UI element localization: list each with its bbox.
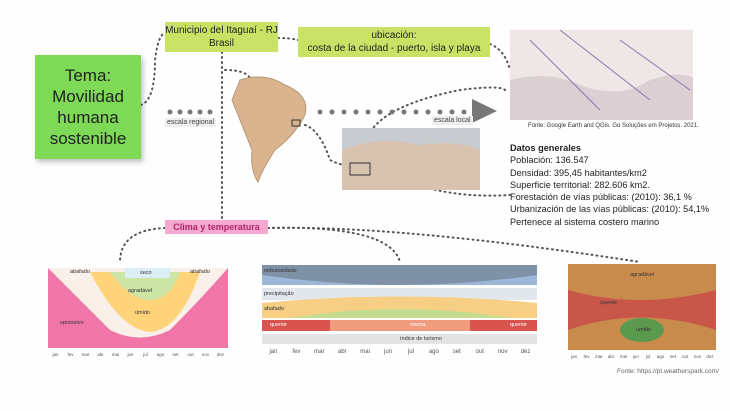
chart-thumb-1	[48, 268, 228, 348]
scale-local: escala local	[432, 116, 473, 125]
month-label: dez	[216, 352, 225, 357]
month-label: set	[452, 349, 461, 355]
month-label: nov	[693, 354, 702, 359]
month-label: mai	[360, 349, 370, 355]
month-label: jul	[407, 349, 414, 355]
general-data-item: Densidad: 395,45 habitantes/km2	[510, 167, 647, 178]
month-label: set	[172, 352, 179, 357]
chart-thumb-label: quente	[510, 322, 527, 328]
month-label: abr	[607, 354, 615, 359]
month-label: nov	[201, 352, 210, 357]
month-label: mai	[111, 352, 120, 357]
month-label: jun	[384, 349, 393, 355]
chart-thumb-3	[568, 264, 716, 350]
chart-thumb-label: nebulosidade	[264, 268, 297, 274]
general-data-item: Urbanización de las vías públicas: (2010…	[510, 204, 710, 215]
month-label: fev	[292, 349, 301, 355]
theme-note: Tema: Movilidad humana sostenible	[35, 55, 141, 159]
month-label: ago	[428, 349, 439, 355]
chart-thumb-label: agradável	[630, 272, 655, 278]
month-label: dez	[520, 349, 531, 355]
month-label: out	[475, 349, 484, 355]
month-label: abr	[337, 349, 347, 355]
map-local	[342, 128, 480, 190]
month-label: dez	[706, 354, 714, 359]
month-label: mai	[619, 354, 628, 359]
chart-thumb-label: precipitação	[264, 291, 294, 297]
chart-thumb-label: úmido	[135, 310, 150, 316]
climate-source: Fonte: https://pt.weatherspark.com/	[617, 368, 719, 375]
chart-thumb-label: índice de turismo	[400, 336, 442, 342]
month-label: jun	[127, 352, 134, 357]
location-label: Municipio del Itaguaí - RJ Brasil	[165, 22, 278, 52]
big-arrow	[167, 99, 497, 123]
chart-thumb-label: quente	[600, 300, 617, 306]
month-label: jul	[645, 354, 651, 359]
month-label: jun	[632, 354, 639, 359]
month-label: nov	[497, 349, 508, 355]
general-data-item: Pertenece al sistema costero marino	[510, 216, 660, 227]
chart-thumb-label: abafado	[264, 306, 284, 312]
month-label: ago	[156, 352, 165, 357]
map-source: Fonte: Google Earth and QGis. Go Soluçõe…	[528, 123, 699, 129]
general-data: Datos generales Población: 136.547 Densid…	[510, 142, 709, 228]
chart-thumb-label: quente	[270, 322, 287, 328]
general-data-item: Población: 136.547	[510, 155, 589, 166]
general-data-item: Superficie territorial: 282.606 km2.	[510, 179, 650, 190]
ubicacion-label: ubicación: costa de la ciudad - puerto, …	[298, 27, 490, 57]
climate-label: Clima y temperatura	[165, 220, 268, 234]
chart-thumb-label: úmido	[636, 327, 651, 333]
month-label: jan	[269, 349, 278, 355]
month-label: fev	[583, 354, 590, 359]
month-label: ago	[656, 354, 665, 359]
map-regional	[231, 76, 307, 184]
map-detail	[510, 29, 693, 120]
general-data-title: Datos generales	[510, 143, 581, 153]
month-label: mar	[81, 352, 90, 357]
month-label: set	[669, 354, 676, 359]
ubicacion-title: ubicación:	[371, 30, 417, 41]
chart-thumb-label: abafado	[70, 269, 90, 275]
month-label: out	[187, 352, 194, 357]
chart-thumb-label: agradável	[128, 288, 153, 294]
month-label: out	[682, 354, 689, 359]
month-label: mar	[594, 354, 603, 359]
month-label: jan	[571, 354, 578, 359]
month-label: fev	[67, 352, 74, 357]
chart-thumb-2	[262, 265, 537, 344]
chart-thumb-label: abafado	[190, 269, 210, 275]
ubicacion-text: costa de la ciudad - puerto, isla y play…	[307, 43, 481, 54]
month-label: jan	[52, 352, 59, 357]
chart-thumb-label: seco	[140, 270, 152, 276]
scale-regional: escala regional	[165, 118, 217, 127]
chart-thumb-label: morna	[410, 322, 426, 328]
chart-thumb-label: opressivo	[60, 320, 84, 326]
month-label: abr	[97, 352, 104, 357]
general-data-item: Forestación de vías públicas: (2010): 36…	[510, 192, 692, 203]
month-label: jul	[143, 352, 148, 357]
month-label: mar	[314, 349, 325, 355]
